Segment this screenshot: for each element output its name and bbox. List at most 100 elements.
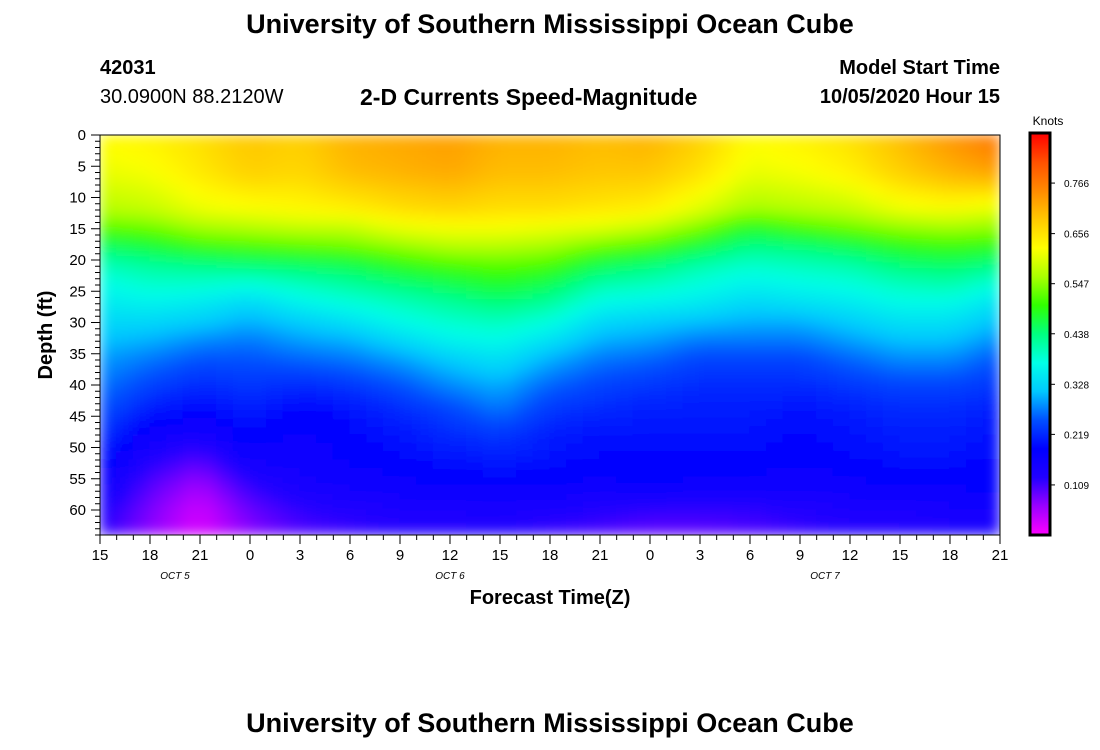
- heatmap-cell: [100, 146, 118, 161]
- heatmap-cell: [732, 376, 751, 386]
- heatmap-cell: [632, 246, 651, 255]
- heatmap-cell: [866, 346, 884, 355]
- heatmap-cell: [916, 476, 934, 486]
- heatmap-cell: [100, 253, 118, 261]
- heatmap-cell: [316, 135, 334, 149]
- heatmap-cell: [516, 296, 534, 305]
- heatmap-cell: [732, 296, 751, 305]
- heatmap-cell: [966, 253, 984, 261]
- heatmap-cell: [266, 296, 284, 305]
- heatmap-cell: [132, 346, 151, 355]
- heatmap-cell: [599, 340, 618, 349]
- heatmap-cell: [866, 296, 884, 305]
- heatmap-cell: [932, 509, 951, 519]
- heatmap-cell: [132, 215, 151, 224]
- heatmap-cell: [699, 328, 718, 336]
- heatmap-cell: [116, 340, 134, 349]
- heatmap-cell: [616, 426, 634, 436]
- heatmap-cell: [516, 353, 534, 361]
- heatmap-cell: [482, 135, 501, 149]
- heatmap-cell: [416, 340, 434, 349]
- heatmap-cell: [100, 442, 118, 453]
- heatmap-cell: [316, 526, 334, 535]
- heatmap-cell: [782, 346, 801, 355]
- heatmap-cell: [532, 353, 551, 361]
- heatmap-cell: [682, 492, 701, 503]
- heatmap-cell: [266, 451, 284, 461]
- heatmap-cell: [582, 367, 601, 378]
- heatmap-cell: [282, 376, 301, 386]
- heatmap-cell: [549, 309, 568, 317]
- heatmap-cell: [732, 451, 751, 461]
- heatmap-cell: [482, 509, 501, 519]
- heatmap-cell: [116, 392, 134, 403]
- heatmap-cell: [932, 476, 951, 486]
- heatmap-cell: [532, 392, 551, 403]
- heatmap-cell: [732, 392, 751, 403]
- heatmap-cell: [732, 309, 751, 317]
- heatmap-cell: [249, 434, 268, 444]
- heatmap-cell: [249, 246, 268, 255]
- heatmap-cell: [949, 426, 968, 436]
- heatmap-cell: [499, 353, 518, 361]
- heatmap-cell: [299, 234, 318, 242]
- heatmap-cell: [532, 315, 551, 324]
- heatmap-cell: [266, 215, 284, 224]
- heatmap-cell: [799, 442, 818, 453]
- heatmap-cell: [332, 159, 351, 174]
- heatmap-cell: [116, 159, 134, 174]
- heatmap-cell: [182, 171, 201, 186]
- heatmap-cell: [399, 265, 418, 274]
- heatmap-cell: [816, 340, 834, 349]
- heatmap-cell: [532, 278, 551, 286]
- heatmap-cell: [116, 451, 134, 461]
- heatmap-cell: [182, 209, 201, 217]
- heatmap-cell: [716, 459, 734, 469]
- heatmap-cell: [266, 240, 284, 249]
- heatmap-cell: [699, 376, 718, 386]
- heatmap-cell: [699, 353, 718, 361]
- heatmap-cell: [816, 467, 834, 478]
- heatmap-cell: [716, 221, 734, 230]
- heatmap-cell: [566, 321, 584, 330]
- heatmap-cell: [499, 146, 518, 161]
- heatmap-cell: [849, 442, 868, 453]
- x-tick-label: 9: [796, 547, 804, 564]
- heatmap-cell: [449, 392, 468, 403]
- heatmap-cell: [782, 296, 801, 305]
- heatmap-cell: [599, 246, 618, 255]
- heatmap-cell: [382, 328, 401, 336]
- heatmap-cell: [616, 476, 634, 486]
- heatmap-cell: [716, 353, 734, 361]
- heatmap-cell: [549, 240, 568, 249]
- y-tick-label: 60: [69, 502, 86, 519]
- heatmap-cell: [466, 284, 484, 292]
- heatmap-cell: [416, 303, 434, 311]
- heatmap-cell: [416, 376, 434, 386]
- heatmap-cell: [532, 509, 551, 519]
- heatmap-cell: [816, 526, 834, 535]
- heatmap-cell: [399, 209, 418, 217]
- heatmap-cell: [666, 467, 684, 478]
- heatmap-cell: [366, 434, 384, 444]
- heatmap-cell: [432, 340, 451, 349]
- heatmap-cell: [866, 278, 884, 286]
- heatmap-cell: [582, 146, 601, 161]
- heatmap-cell: [916, 271, 934, 280]
- heatmap-cell: [516, 135, 534, 149]
- heatmap-cell: [116, 384, 134, 394]
- heatmap-cell: [899, 392, 918, 403]
- heatmap-cell: [899, 146, 918, 161]
- heatmap-cell: [932, 253, 951, 261]
- heatmap-cell: [382, 234, 401, 242]
- heatmap-cell: [182, 240, 201, 249]
- heatmap-cell: [749, 135, 768, 149]
- heatmap-cell: [599, 442, 618, 453]
- heatmap-cell: [249, 296, 268, 305]
- heatmap-cell: [299, 417, 318, 428]
- heatmap-cell: [716, 409, 734, 419]
- heatmap-cell: [599, 234, 618, 242]
- heatmap-cell: [566, 296, 584, 305]
- heatmap-cell: [482, 367, 501, 378]
- heatmap-cell: [499, 384, 518, 394]
